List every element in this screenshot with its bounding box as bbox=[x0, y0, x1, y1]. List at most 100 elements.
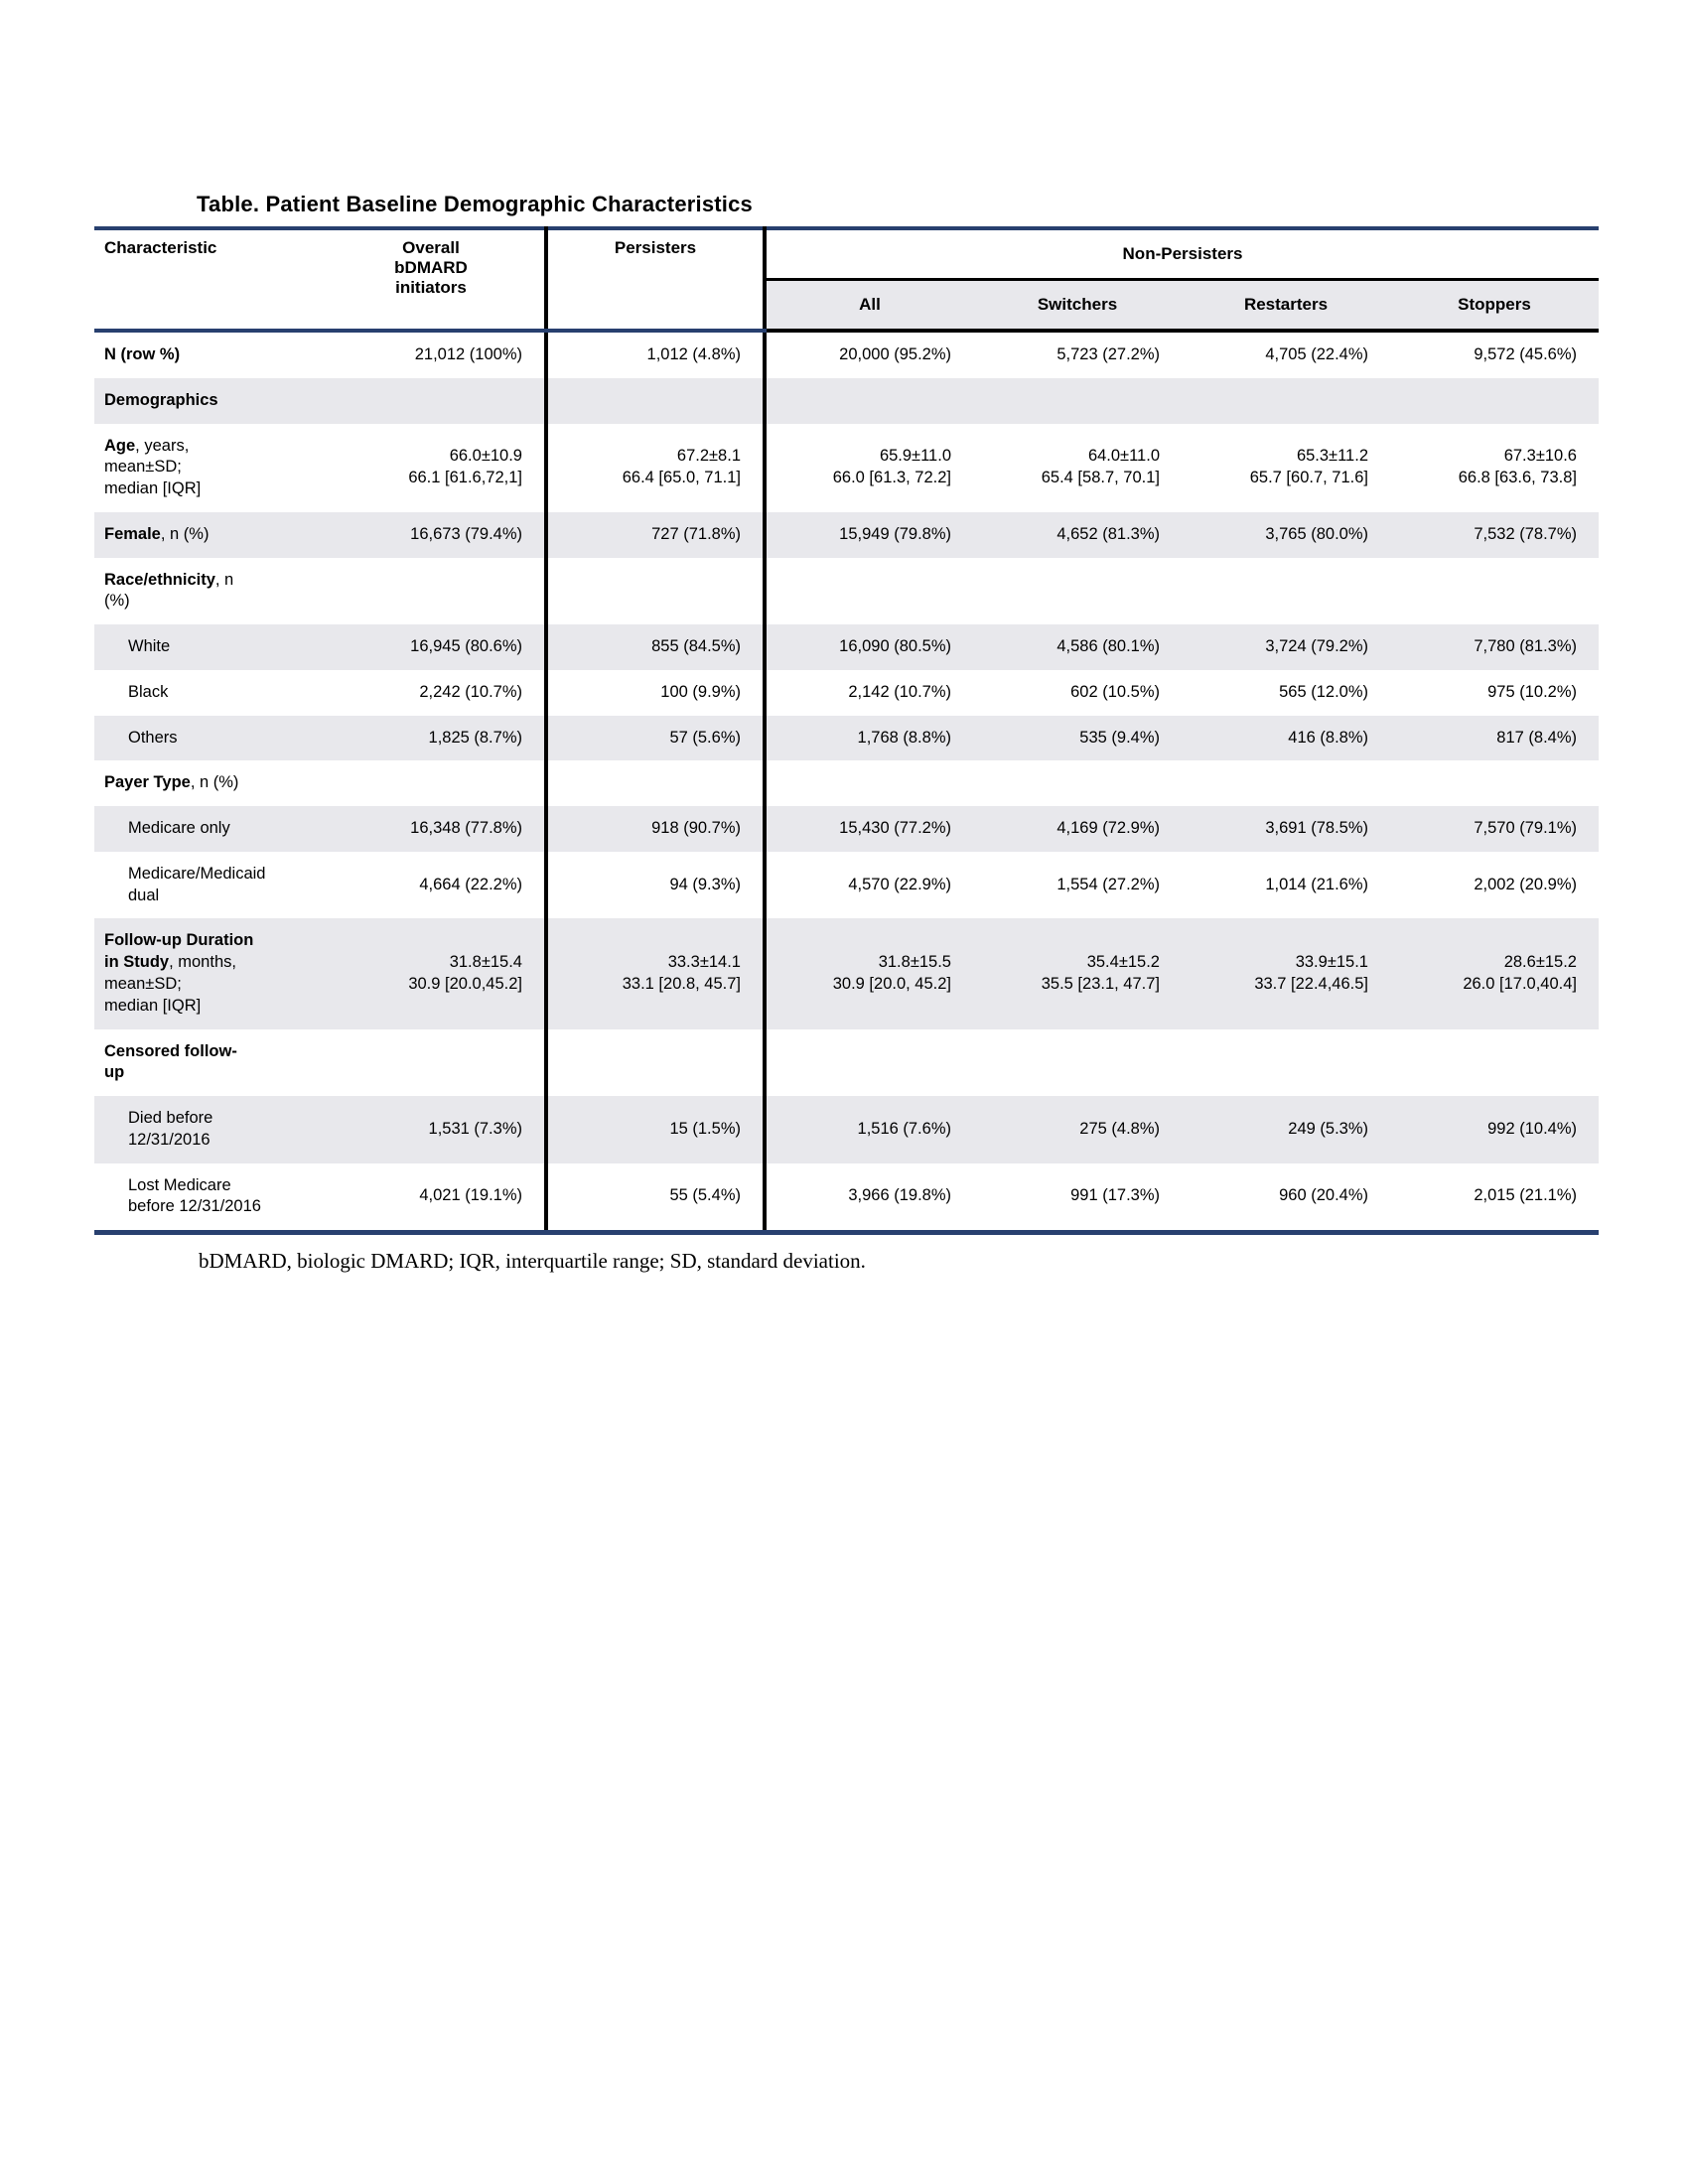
row-medicare-only-value-0: 16,348 (77.8%) bbox=[318, 806, 548, 852]
demographics-table: Characteristic Overall bDMARD initiators… bbox=[94, 226, 1599, 1236]
row-label-text: , n (%) bbox=[190, 773, 239, 792]
row-label-bold-text: Race/ethnicity bbox=[104, 570, 215, 589]
row-n-label: N (row %) bbox=[94, 331, 318, 378]
row-race-section-label: Race/ethnicity, n (%) bbox=[94, 558, 318, 625]
row-race-section-value-4 bbox=[1182, 558, 1390, 625]
row-medicare-medicaid-dual-value-4: 1,014 (21.6%) bbox=[1265, 875, 1368, 893]
row-followup-duration-value-2: 31.8±15.5 30.9 [20.0, 45.2] bbox=[765, 918, 973, 1029]
row-medicare-only-value-5: 7,570 (79.1%) bbox=[1390, 806, 1599, 852]
row-died-before-value-2: 1,516 (7.6%) bbox=[765, 1096, 973, 1163]
row-label-bold-text: Follow-up Duration in Study bbox=[104, 931, 254, 972]
row-female-value-3: 4,652 (81.3%) bbox=[973, 511, 1182, 558]
row-age-value-5: 67.3±10.6 66.8 [63.6, 73.8] bbox=[1458, 447, 1577, 487]
row-label-bold-text: Female bbox=[104, 524, 161, 543]
row-died-before-value-3: 275 (4.8%) bbox=[973, 1096, 1182, 1163]
row-medicare-medicaid-dual-value-0: 4,664 (22.2%) bbox=[318, 851, 548, 919]
row-race-section-value-2 bbox=[765, 558, 973, 625]
row-censored-section-value-2 bbox=[765, 1029, 973, 1097]
table-footnote: bDMARD, biologic DMARD; IQR, interquarti… bbox=[199, 1249, 866, 1274]
row-followup-duration-value-0: 31.8±15.4 30.9 [20.0,45.2] bbox=[318, 918, 548, 1029]
row-black-value-0: 2,242 (10.7%) bbox=[318, 669, 548, 716]
row-age-value-2: 65.9±11.0 66.0 [61.3, 72.2] bbox=[832, 447, 951, 487]
row-label-text: , n (%) bbox=[160, 524, 210, 543]
row-black-value-1: 100 (9.9%) bbox=[546, 669, 767, 716]
row-label-bold-text: Payer Type bbox=[104, 773, 191, 792]
row-others-value-2: 1,768 (8.8%) bbox=[765, 715, 973, 761]
row-demographics-section-value-2 bbox=[765, 377, 973, 424]
row-white: White 16,945 (80.6%) 855 (84.5%) 16,090 (80… bbox=[94, 624, 1599, 670]
row-medicare-medicaid-dual-label: Medicare/Medicaid dual bbox=[94, 852, 318, 919]
row-black-label: Black bbox=[94, 670, 318, 716]
row-female: Female, n (%) 16,673 (79.4%) 727 (71.8%) 15… bbox=[94, 511, 1599, 558]
row-age-label: Age, years, mean±SD; median [IQR] bbox=[94, 424, 318, 512]
row-demographics-section: Demographics bbox=[94, 377, 1599, 424]
row-followup-duration-label: Follow-up Duration in Study, months, mea… bbox=[94, 918, 318, 1029]
row-censored-section-value-4 bbox=[1182, 1029, 1390, 1097]
row-age-value-3: 64.0±11.0 65.4 [58.7, 70.1] bbox=[1041, 447, 1160, 487]
row-died-before-value-0: 1,531 (7.3%) bbox=[318, 1096, 548, 1163]
row-female-value-5: 7,532 (78.7%) bbox=[1390, 511, 1599, 558]
row-black-value-5: 975 (10.2%) bbox=[1487, 682, 1577, 701]
row-medicare-only-value-2: 15,430 (77.2%) bbox=[765, 806, 973, 852]
row-female-value-0: 16,673 (79.4%) bbox=[318, 511, 548, 558]
table-body: N (row %) 21,012 (100%) 1,012 (4.8%) 20,000… bbox=[94, 331, 1599, 1233]
row-label-text: , n (%) bbox=[104, 570, 234, 611]
row-censored-section-label: Censored follow- up bbox=[94, 1029, 318, 1097]
row-followup-duration-value-1: 33.3±14.1 33.1 [20.8, 45.7] bbox=[546, 918, 767, 1029]
row-medicare-medicaid-dual-value-1: 94 (9.3%) bbox=[546, 851, 767, 919]
row-white-value-4: 3,724 (79.2%) bbox=[1182, 624, 1390, 670]
row-label-bold-text: Age bbox=[104, 436, 136, 455]
row-female-value-1: 727 (71.8%) bbox=[546, 511, 767, 558]
row-others-value-4: 416 (8.8%) bbox=[1182, 715, 1390, 761]
row-demographics-section-value-1 bbox=[546, 377, 767, 424]
row-lost-medicare-value-2: 3,966 (19.8%) bbox=[848, 1186, 951, 1205]
row-age-value-1: 67.2±8.1 66.4 [65.0, 71.1] bbox=[546, 423, 767, 512]
row-white-value-0: 16,945 (80.6%) bbox=[318, 624, 548, 670]
header-overall-bdmard-initiators: Overall bDMARD initiators bbox=[318, 228, 548, 333]
row-lost-medicare-value-3: 991 (17.3%) bbox=[1070, 1186, 1160, 1205]
table-header: Characteristic Overall bDMARD initiators… bbox=[94, 228, 1599, 333]
row-medicare-only-value-3: 4,169 (72.9%) bbox=[973, 806, 1182, 852]
row-followup-duration-value-4: 33.9±15.1 33.7 [22.4,46.5] bbox=[1182, 918, 1390, 1029]
row-lost-medicare: Lost Medicare before 12/31/2016 4,021 (19… bbox=[94, 1162, 1599, 1233]
row-race-section-value-5 bbox=[1390, 558, 1599, 625]
row-payer-section-label: Payer Type, n (%) bbox=[94, 760, 318, 806]
row-died-before-value-1: 15 (1.5%) bbox=[546, 1096, 767, 1163]
row-others-label: Others bbox=[94, 715, 318, 761]
row-demographics-section-value-4 bbox=[1182, 377, 1390, 424]
row-white-value-3: 4,586 (80.1%) bbox=[973, 624, 1182, 670]
row-medicare-only-label: Medicare only bbox=[94, 806, 318, 852]
row-n: N (row %) 21,012 (100%) 1,012 (4.8%) 20,000… bbox=[94, 331, 1599, 378]
row-n-value-3: 5,723 (27.2%) bbox=[1056, 345, 1160, 363]
row-label-text: Others bbox=[128, 728, 178, 747]
row-white-value-1: 855 (84.5%) bbox=[546, 624, 767, 670]
row-demographics-section-label: Demographics bbox=[94, 377, 318, 424]
row-medicare-medicaid-dual-value-5: 2,002 (20.9%) bbox=[1474, 875, 1577, 893]
row-n-value-2: 20,000 (95.2%) bbox=[839, 345, 951, 363]
header-non-persisters-group: Non-Persisters bbox=[765, 228, 1599, 281]
header-persisters: Persisters bbox=[546, 228, 767, 333]
row-others-value-3: 535 (9.4%) bbox=[973, 715, 1182, 761]
header-all: All bbox=[765, 279, 973, 333]
row-followup-duration: Follow-up Duration in Study, months, mea… bbox=[94, 918, 1599, 1029]
row-followup-duration-value-5: 28.6±15.2 26.0 [17.0,40.4] bbox=[1390, 918, 1599, 1029]
row-label-text: , years, mean±SD; median [IQR] bbox=[104, 436, 202, 498]
row-black-value-2: 2,142 (10.7%) bbox=[848, 682, 951, 701]
row-followup-duration-value-3: 35.4±15.2 35.5 [23.1, 47.7] bbox=[973, 918, 1182, 1029]
row-censored-section-value-5 bbox=[1390, 1029, 1599, 1097]
row-label-bold-text: N (row %) bbox=[104, 345, 181, 363]
row-n-value-0: 21,012 (100%) bbox=[318, 331, 548, 378]
row-black-value-3: 602 (10.5%) bbox=[1070, 682, 1160, 701]
row-race-section: Race/ethnicity, n (%) bbox=[94, 557, 1599, 625]
row-demographics-section-value-3 bbox=[973, 377, 1182, 424]
row-payer-section-value-5 bbox=[1390, 760, 1599, 806]
row-censored-section-value-0 bbox=[318, 1028, 548, 1097]
row-medicare-only: Medicare only 16,348 (77.8%) 918 (90.7%) 15… bbox=[94, 806, 1599, 852]
row-n-value-5: 9,572 (45.6%) bbox=[1474, 345, 1577, 363]
row-age-value-4: 65.3±11.2 65.7 [60.7, 71.6] bbox=[1249, 447, 1368, 487]
row-medicare-only-value-1: 918 (90.7%) bbox=[546, 806, 767, 852]
row-race-section-value-3 bbox=[973, 558, 1182, 625]
row-censored-section-value-3 bbox=[973, 1029, 1182, 1097]
table-title: Table. Patient Baseline Demographic Char… bbox=[197, 192, 753, 216]
